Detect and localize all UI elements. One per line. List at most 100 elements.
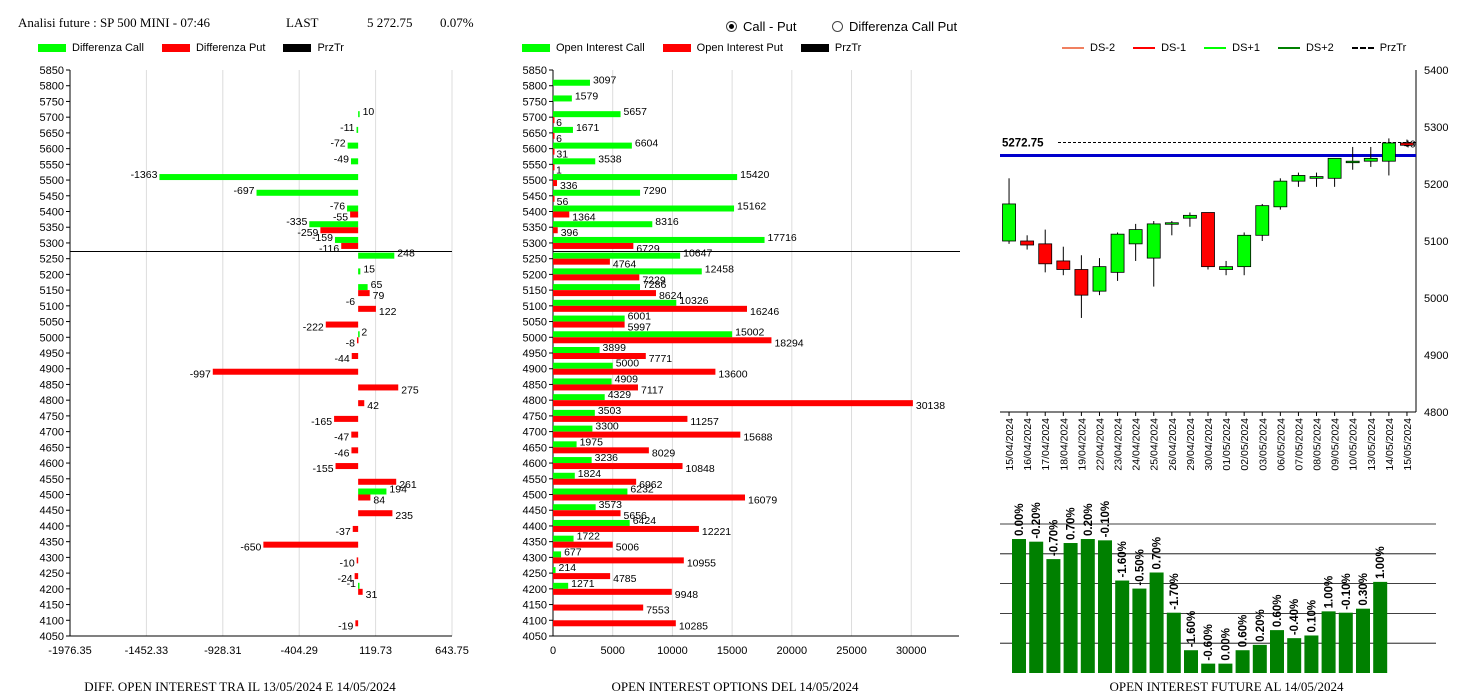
y-tick-label: 4500 (523, 490, 547, 502)
future-bar (1304, 635, 1319, 673)
data-label: -72 (330, 138, 345, 150)
call-bar (553, 284, 641, 291)
data-label: 5657 (624, 106, 648, 118)
y-tick-label: 5250 (40, 254, 64, 266)
data-label: 5997 (628, 322, 652, 334)
y-tick-label: 4450 (40, 505, 64, 517)
data-label: -335 (286, 216, 307, 228)
future-oi-bar-chart: 0.00% -0.20% -0.70% 0.70% 0.20% -0.10%-1.60% -… (1000, 501, 1436, 673)
put-bar (553, 132, 555, 139)
data-label: 11257 (690, 416, 719, 428)
candle-body (1291, 175, 1306, 182)
put-bar (553, 290, 656, 297)
data-label: 3300 (595, 421, 619, 433)
candle-body (1020, 240, 1035, 246)
radio-selected-icon (726, 21, 737, 32)
data-label: 3899 (603, 342, 627, 354)
put-bar (212, 368, 359, 375)
put-bar (553, 557, 684, 564)
y-tick-label: 5300 (40, 238, 64, 250)
candle-body (1363, 157, 1378, 162)
put-bar (553, 463, 683, 470)
legend-swatch (522, 44, 550, 52)
radio-differenza[interactable]: Differenza Call Put (832, 19, 957, 34)
data-label: -37 (336, 526, 351, 538)
data-label: 1975 (580, 436, 604, 448)
data-label: 3236 (595, 452, 619, 464)
data-label: 1.00% (1375, 546, 1387, 579)
call-bar (553, 299, 677, 306)
x-tick-label: 15/04/2024 (1004, 418, 1016, 471)
y-tick-label: 4600 (523, 458, 547, 470)
legend-item: Differenza Put (161, 42, 265, 54)
put-bar (358, 305, 376, 312)
y-tick-label: 4250 (40, 568, 64, 580)
legend-swatch (662, 44, 691, 52)
data-label: -49 (334, 153, 349, 165)
put-bar (263, 541, 359, 548)
put-bar (553, 242, 634, 249)
x-tick-label: 0 (550, 645, 556, 657)
y-tick-label: 4350 (40, 537, 64, 549)
data-label: 6001 (628, 311, 652, 323)
candlestick-chart: 54005300520051005000490048005272.754015/… (1000, 65, 1448, 471)
y-tick-label: 5000 (523, 332, 547, 344)
data-label: 214 (559, 562, 577, 574)
data-label: 5006 (616, 542, 640, 554)
put-bar (553, 494, 746, 501)
data-label: -0.40% (1289, 599, 1301, 635)
put-bar (351, 431, 359, 438)
future-bar (1184, 650, 1198, 673)
call-bar (553, 79, 590, 86)
data-label: 7290 (643, 185, 667, 197)
x-tick-label: 01/05/2024 (1221, 418, 1233, 471)
call-bar (358, 111, 360, 118)
future-bar (1166, 612, 1181, 673)
data-label: 1824 (578, 468, 602, 480)
put-bar (553, 164, 555, 171)
y-tick-label: 4700 (40, 427, 64, 439)
call-bar (553, 378, 612, 385)
put-bar (358, 384, 399, 391)
y-tick-label: 5200 (40, 269, 64, 281)
y-tick-label: 5150 (40, 285, 64, 297)
x-tick-label: 643.75 (435, 645, 469, 657)
data-label: 2 (361, 326, 367, 338)
legend-label: Open Interest Put (696, 42, 783, 54)
data-label: 15688 (743, 432, 772, 444)
candle-body (1002, 203, 1016, 242)
data-label: 1.00% (1324, 576, 1336, 609)
put-bar (350, 211, 359, 218)
put-bar (351, 447, 359, 454)
put-bar (553, 573, 611, 580)
future-bar (1201, 663, 1216, 673)
put-bar (553, 227, 558, 234)
put-bar (553, 431, 741, 438)
x-tick-label: 08/05/2024 (1312, 418, 1324, 471)
y-tick-label: 4500 (40, 490, 64, 502)
data-label: 15002 (735, 326, 764, 338)
call-bar (358, 252, 395, 259)
put-bar (358, 290, 370, 297)
x-tick-label: 29/04/2024 (1185, 418, 1197, 471)
put-bar (358, 510, 393, 517)
candle-body (1128, 229, 1143, 245)
call-bar (553, 519, 630, 526)
call-bar (553, 551, 562, 558)
candle-body (1400, 142, 1414, 146)
y-tick-label: 5600 (523, 144, 547, 156)
data-label: -259 (297, 227, 318, 239)
legend-swatch (1062, 47, 1084, 49)
data-label: -1.70% (1169, 573, 1181, 609)
x-tick-label: -1976.35 (48, 645, 91, 657)
candle-body (1219, 266, 1233, 270)
data-label: 7286 (643, 279, 667, 291)
x-tick-label: 02/05/2024 (1239, 418, 1251, 471)
radio-call-put[interactable]: Call - Put (726, 19, 796, 34)
call-bar (358, 284, 368, 291)
data-label: 18294 (774, 337, 803, 349)
data-label: -0.50% (1134, 549, 1146, 585)
y-tick-label: 4750 (523, 411, 547, 423)
data-label: 65 (371, 279, 383, 291)
legend-swatch (161, 44, 190, 52)
